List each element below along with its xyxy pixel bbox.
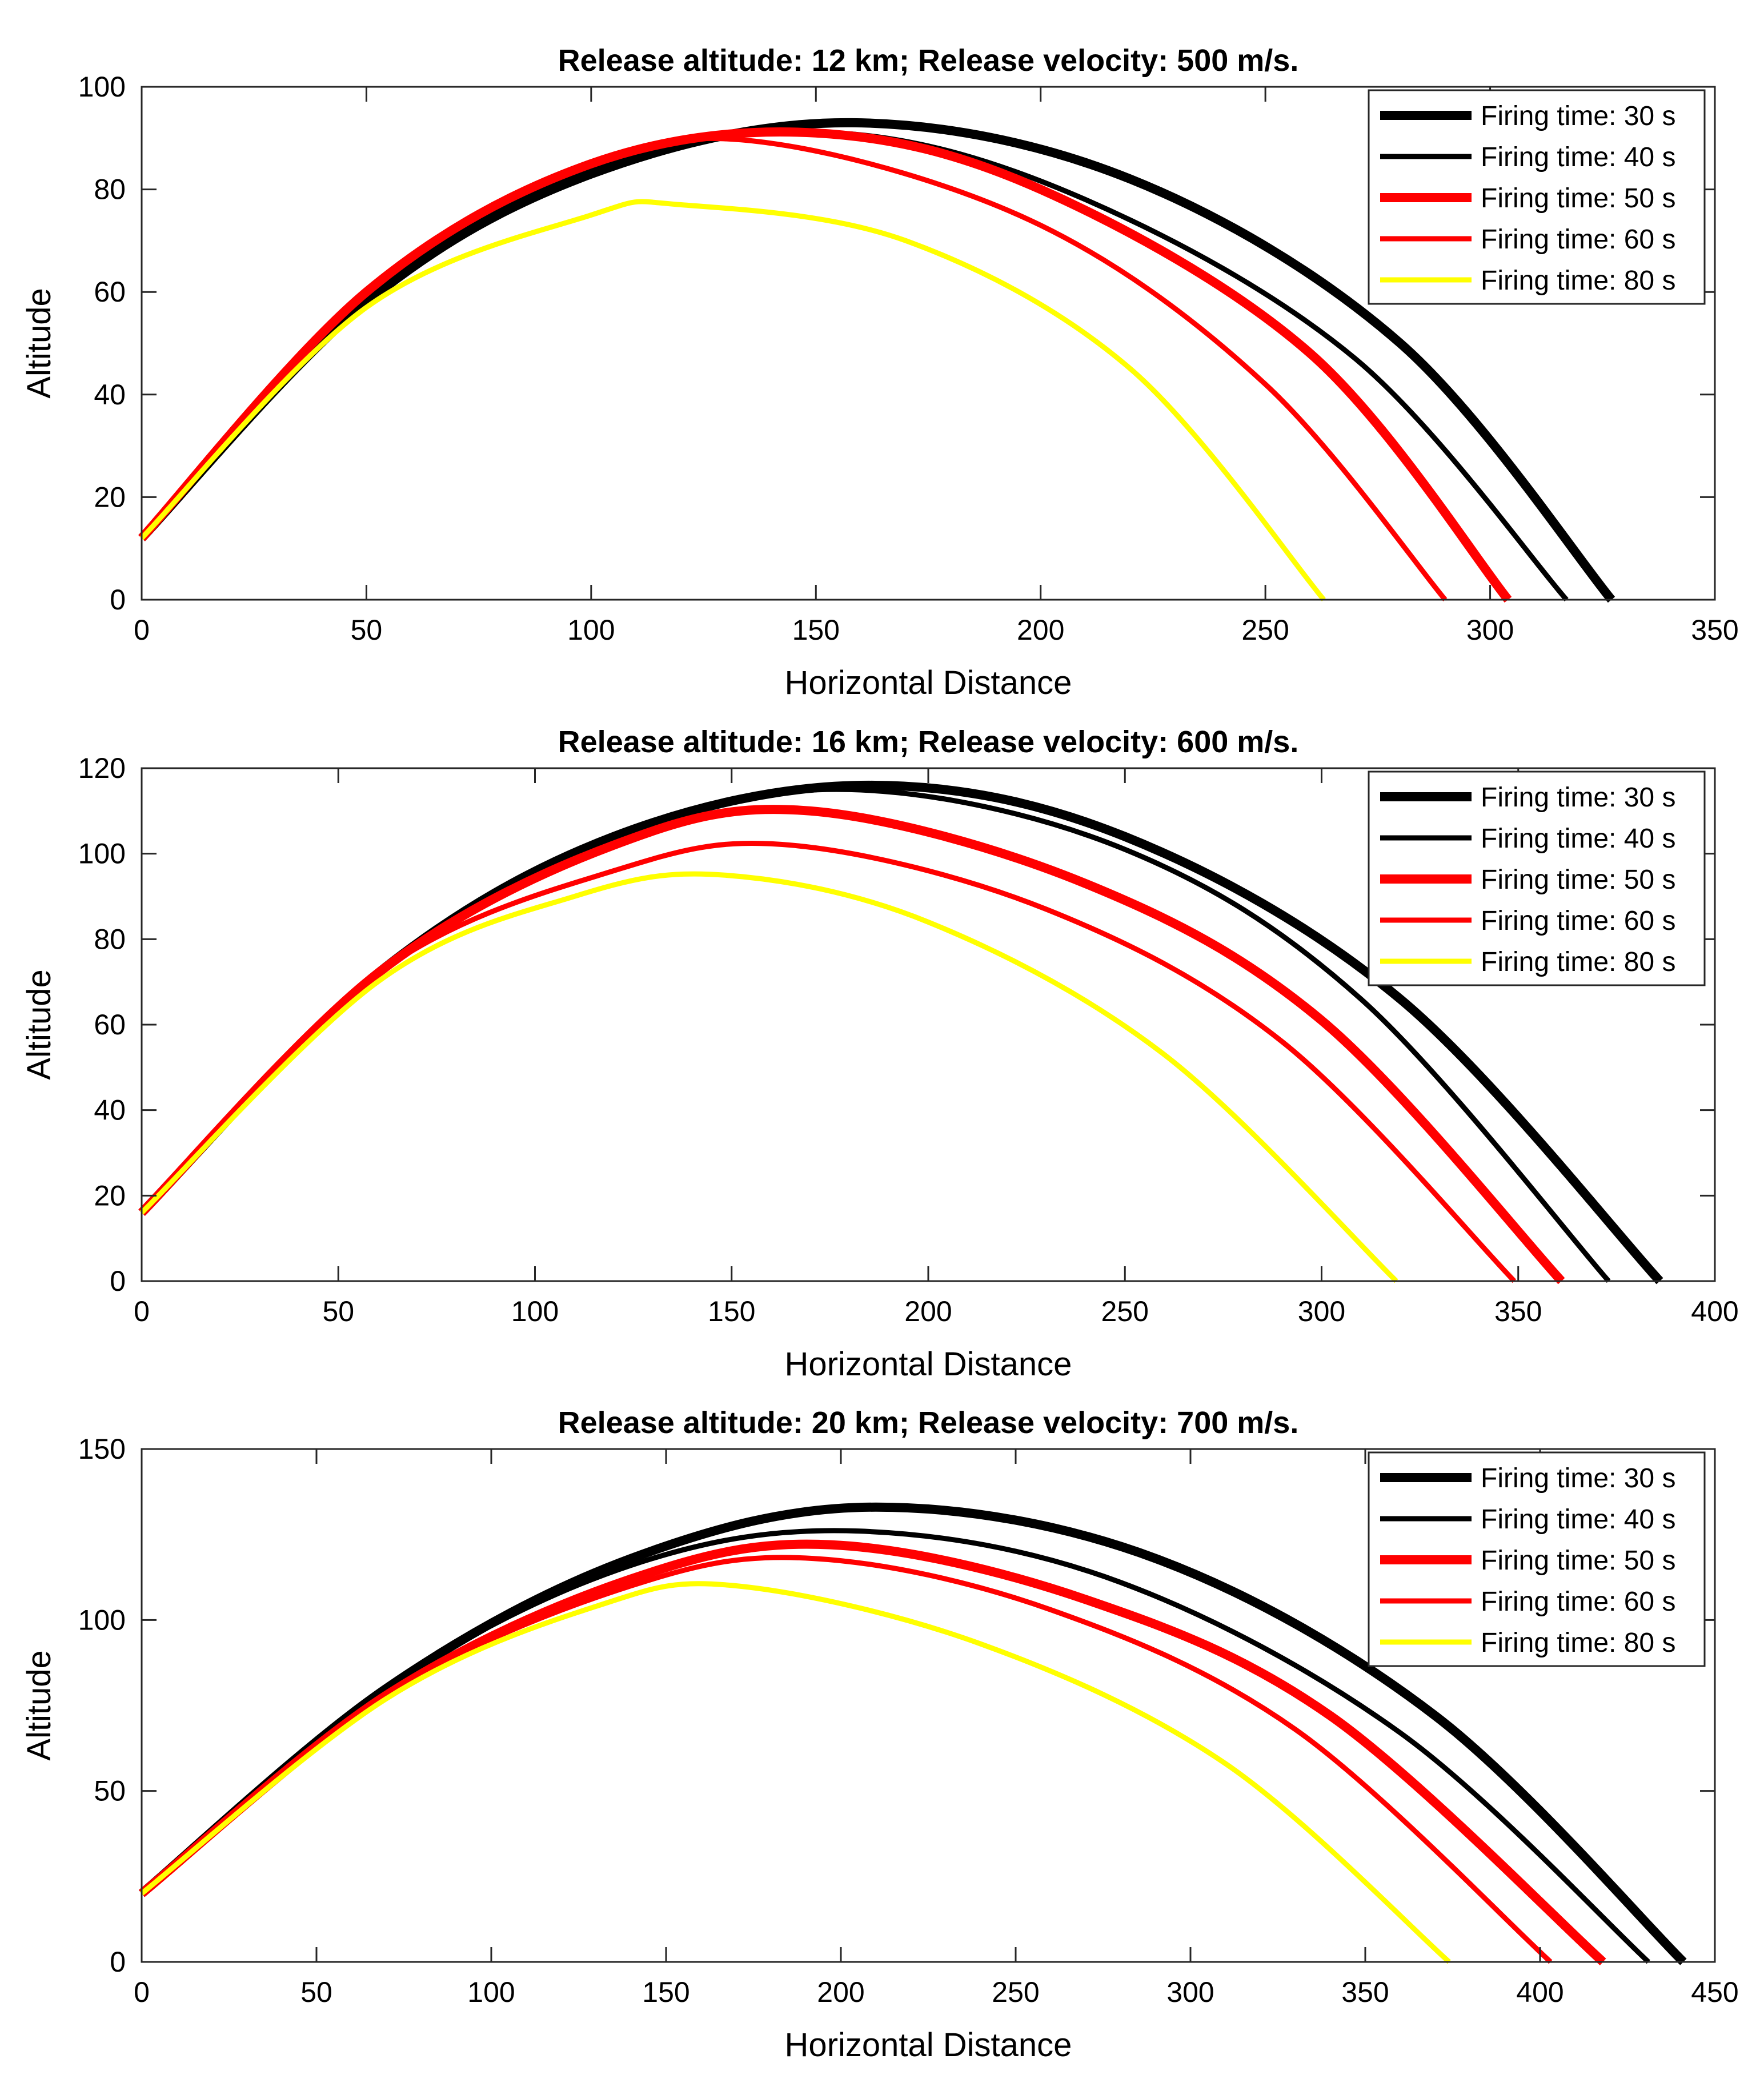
y-tick-label: 60 xyxy=(94,276,126,308)
x-tick-label: 250 xyxy=(1101,1295,1149,1327)
series-line-5 xyxy=(139,199,1326,601)
legend-entry: Firing time: 60 s xyxy=(1481,1587,1675,1617)
y-tick-label: 60 xyxy=(94,1009,126,1041)
legend-entry: Firing time: 30 s xyxy=(1481,782,1675,813)
y-tick-label: 100 xyxy=(78,838,126,870)
series-group xyxy=(138,780,1663,1285)
x-tick-label: 200 xyxy=(817,1976,864,2008)
legend-entry: Firing time: 40 s xyxy=(1481,824,1675,854)
legend-entry: Firing time: 80 s xyxy=(1481,1628,1675,1658)
legend-entry: Firing time: 50 s xyxy=(1481,865,1675,895)
x-tick-label: 400 xyxy=(1516,1976,1563,2008)
x-tick-label: 350 xyxy=(1691,614,1738,646)
series-line-1 xyxy=(138,118,1615,603)
series-group xyxy=(138,118,1615,603)
axes-box xyxy=(141,1448,1716,1963)
x-axis-label: Horizontal Distance xyxy=(785,664,1072,701)
legend-entry: Firing time: 80 s xyxy=(1481,947,1675,977)
chart-title: Release altitude: 12 km; Release velocit… xyxy=(558,43,1299,78)
x-tick-label: 450 xyxy=(1691,1976,1738,2008)
y-axis-label: Altitude xyxy=(21,288,58,398)
x-tick-label: 200 xyxy=(1017,614,1064,646)
y-tick-label: 100 xyxy=(78,1604,126,1636)
y-tick-label: 40 xyxy=(94,1094,126,1126)
x-tick-label: 100 xyxy=(511,1295,559,1327)
x-tick-label: 100 xyxy=(467,1976,515,2008)
x-tick-label: 50 xyxy=(351,614,383,646)
chart-title: Release altitude: 20 km; Release velocit… xyxy=(558,1406,1299,1440)
legend-entry: Firing time: 60 s xyxy=(1481,224,1675,255)
x-tick-label: 50 xyxy=(322,1295,354,1327)
chart-panel-2: Release altitude: 16 km; Release velocit… xyxy=(21,725,1739,1383)
y-axis-label: Altitude xyxy=(21,969,58,1079)
series-line-4 xyxy=(139,135,1448,601)
x-axis-label: Horizontal Distance xyxy=(785,2026,1072,2064)
x-tick-label: 250 xyxy=(1241,614,1289,646)
series-line-5 xyxy=(139,871,1398,1283)
legend-entry: Firing time: 60 s xyxy=(1481,906,1675,936)
legend: Firing time: 30 s Firing time: 40 s Firing… xyxy=(1368,89,1706,305)
y-axis-label: Altitude xyxy=(21,1650,58,1760)
x-tick-label: 350 xyxy=(1341,1976,1389,2008)
x-tick-label: 300 xyxy=(1166,1976,1214,2008)
legend-entry: Firing time: 50 s xyxy=(1481,1546,1675,1576)
x-tick-label: 0 xyxy=(134,1295,150,1327)
y-tick-label: 50 xyxy=(94,1775,126,1807)
x-tick-label: 250 xyxy=(992,1976,1039,2008)
x-axis-label: Horizontal Distance xyxy=(785,1346,1072,1383)
x-tick-label: 400 xyxy=(1691,1295,1738,1327)
legend-entry: Firing time: 80 s xyxy=(1481,266,1675,296)
legend-entry: Firing time: 40 s xyxy=(1481,1504,1675,1535)
series-group xyxy=(138,1502,1687,1965)
y-tick-label: 0 xyxy=(110,1265,126,1297)
y-tick-label: 40 xyxy=(94,379,126,411)
y-tick-label: 120 xyxy=(78,752,126,784)
y-tick-label: 100 xyxy=(78,71,126,103)
axes-box xyxy=(141,86,1716,601)
x-tick-label: 0 xyxy=(134,614,150,646)
y-tick-label: 80 xyxy=(94,923,126,955)
series-line-4 xyxy=(139,841,1517,1283)
legend-box xyxy=(1368,1451,1706,1667)
legend-entry: Firing time: 40 s xyxy=(1481,142,1675,172)
legend-entry: Firing time: 50 s xyxy=(1481,183,1675,214)
legend: Firing time: 30 s Firing time: 40 s Firing… xyxy=(1368,770,1706,986)
x-tick-label: 300 xyxy=(1298,1295,1345,1327)
series-line-4 xyxy=(140,1555,1553,1964)
y-tick-label: 20 xyxy=(94,1179,126,1211)
x-tick-label: 150 xyxy=(708,1295,755,1327)
x-tick-label: 350 xyxy=(1494,1295,1542,1327)
series-line-2 xyxy=(140,1528,1650,1964)
x-tick-label: 150 xyxy=(642,1976,689,2008)
series-line-5 xyxy=(140,1581,1451,1964)
chart-panel-3: Release altitude: 20 km; Release velocit… xyxy=(21,1406,1739,2064)
y-tick-label: 20 xyxy=(94,481,126,513)
chart-panel-1: Release altitude: 12 km; Release velocit… xyxy=(21,43,1739,701)
y-tick-label: 0 xyxy=(110,584,126,616)
y-tick-label: 150 xyxy=(78,1433,126,1465)
y-tick-label: 0 xyxy=(110,1946,126,1978)
x-tick-label: 150 xyxy=(792,614,840,646)
legend-entry: Firing time: 30 s xyxy=(1481,1463,1675,1494)
legend: Firing time: 30 s Firing time: 40 s Firing… xyxy=(1368,1451,1706,1667)
x-tick-label: 100 xyxy=(567,614,615,646)
x-tick-label: 300 xyxy=(1466,614,1514,646)
x-tick-label: 200 xyxy=(904,1295,952,1327)
chart-title: Release altitude: 16 km; Release velocit… xyxy=(558,725,1299,759)
x-tick-label: 50 xyxy=(300,1976,332,2008)
y-tick-label: 80 xyxy=(94,174,126,206)
legend-entry: Firing time: 30 s xyxy=(1481,101,1675,131)
x-tick-label: 0 xyxy=(134,1976,150,2008)
